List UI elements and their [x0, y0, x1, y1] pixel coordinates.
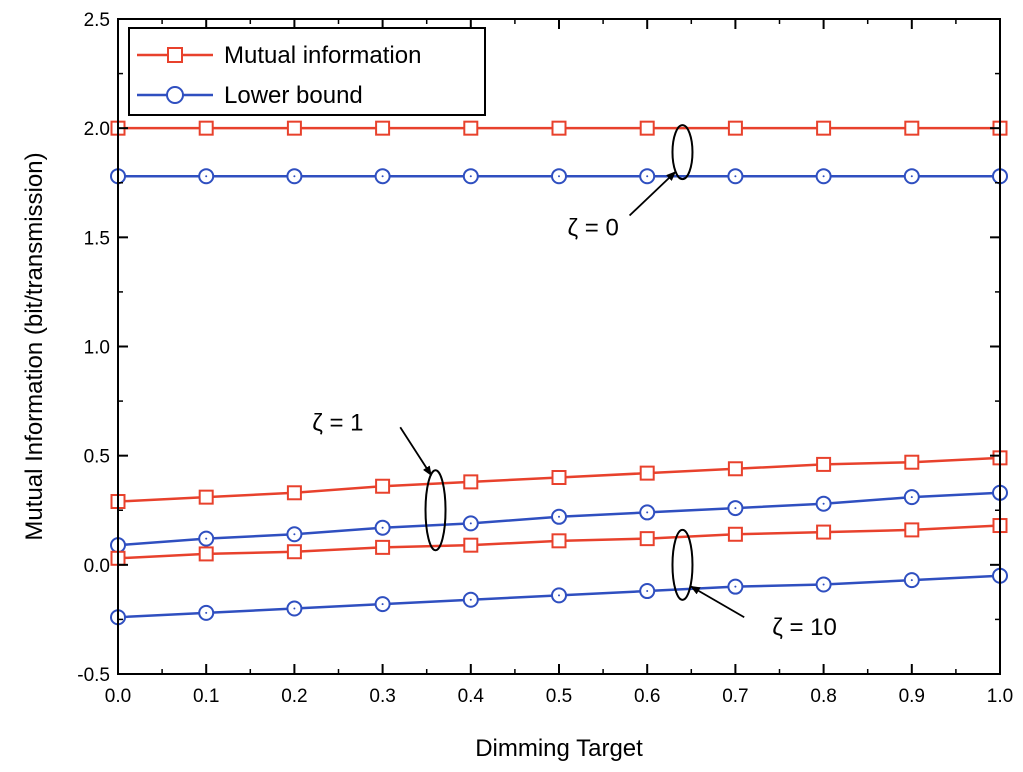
circle-marker-dot [910, 496, 913, 499]
series-mutual-information [110, 120, 1008, 136]
x-tick-label: 0.4 [458, 686, 485, 707]
circle-marker-dot [381, 526, 384, 529]
square-marker [551, 470, 567, 485]
circle-marker-dot [734, 507, 737, 510]
circle-marker-dot [822, 502, 825, 505]
y-tick-label: 1.5 [84, 228, 110, 249]
circle-marker-dot [558, 594, 560, 597]
annotation-label: ζ = 0 [568, 215, 619, 242]
series-lower-bound [110, 484, 1008, 554]
square-marker [551, 533, 567, 549]
circle-marker-dot [646, 590, 649, 593]
square-marker [463, 120, 479, 136]
square-marker [198, 546, 214, 562]
square-marker [286, 485, 302, 501]
circle-marker-dot [293, 607, 296, 610]
square-marker [463, 474, 479, 490]
circle-marker-dot [558, 175, 560, 178]
legend-square-marker [167, 47, 183, 63]
circle-marker-dot [205, 175, 208, 178]
annotation-arrow [690, 585, 745, 619]
square-marker [816, 524, 832, 540]
square-marker [463, 537, 479, 553]
square-marker [727, 526, 743, 542]
square-marker [639, 531, 655, 547]
x-tick-label: 0.3 [369, 686, 395, 707]
square-marker [727, 120, 743, 136]
circle-marker-dot [469, 598, 472, 601]
square-marker [286, 120, 302, 136]
square-marker [198, 489, 214, 505]
x-tick-label: 0.6 [634, 686, 660, 707]
x-tick-label: 0.9 [899, 686, 925, 707]
circle-marker-dot [469, 522, 472, 525]
circle-marker-dot [293, 533, 296, 536]
square-marker [639, 120, 655, 136]
circle-marker-dot [822, 175, 825, 178]
circle-marker-dot [910, 579, 913, 582]
legend-label: Lower bound [224, 82, 363, 109]
circle-marker-dot [558, 515, 560, 518]
circle-marker-dot [734, 585, 737, 588]
square-marker [551, 120, 567, 136]
annotation-label: ζ = 10 [772, 614, 837, 641]
square-marker [816, 120, 832, 136]
annotation-ellipse [671, 528, 694, 601]
square-marker [639, 465, 655, 481]
circle-marker-dot [205, 537, 208, 540]
square-marker [816, 456, 832, 472]
square-marker [375, 539, 391, 555]
x-tick-label: 0.8 [810, 686, 836, 707]
x-tick-label: 0.2 [281, 686, 307, 707]
y-tick-label: 2.5 [84, 10, 110, 31]
y-tick-label: 0.5 [84, 447, 110, 468]
y-tick-label: 0.0 [84, 556, 110, 577]
circle-marker-dot [910, 175, 913, 178]
x-tick-label: 0.0 [105, 686, 131, 707]
y-axis-title: Mutual Information (bit/transmission) [21, 152, 48, 540]
square-marker [375, 120, 391, 136]
x-axis-title: Dimming Target [475, 735, 643, 762]
y-tick-label: -0.5 [77, 665, 110, 686]
circle-marker-dot [646, 511, 649, 514]
x-tick-label: 0.5 [546, 686, 572, 707]
x-tick-label: 0.7 [722, 686, 748, 707]
legend-circle-marker [166, 86, 184, 104]
series-mutual-information [110, 518, 1008, 566]
x-tick-label: 1.0 [987, 686, 1013, 707]
legend-label: Mutual information [224, 42, 421, 69]
square-marker [904, 522, 920, 538]
x-tick-label: 0.1 [193, 686, 219, 707]
annotation-ellipse [671, 124, 694, 181]
square-marker [904, 454, 920, 470]
circle-marker-dot [205, 611, 208, 614]
y-tick-label: 2.0 [84, 119, 110, 140]
square-marker [375, 478, 391, 494]
circle-marker-dot [646, 175, 649, 178]
annotation-arrow [628, 171, 677, 217]
annotation-label: ζ = 1 [312, 409, 363, 436]
circle-marker-dot [381, 603, 384, 606]
circle-marker-dot [822, 583, 825, 586]
square-marker [198, 120, 214, 136]
annotation-arrow [399, 426, 432, 477]
circle-marker-dot [469, 175, 472, 178]
y-tick-label: 1.0 [84, 338, 110, 359]
circle-marker-dot [381, 175, 384, 178]
circle-marker-dot [734, 175, 737, 178]
square-marker [727, 461, 743, 477]
legend-box [128, 27, 486, 116]
square-marker [286, 544, 302, 560]
circle-marker-dot [293, 175, 296, 178]
annotation-ellipse [424, 469, 447, 552]
square-marker [904, 120, 920, 136]
